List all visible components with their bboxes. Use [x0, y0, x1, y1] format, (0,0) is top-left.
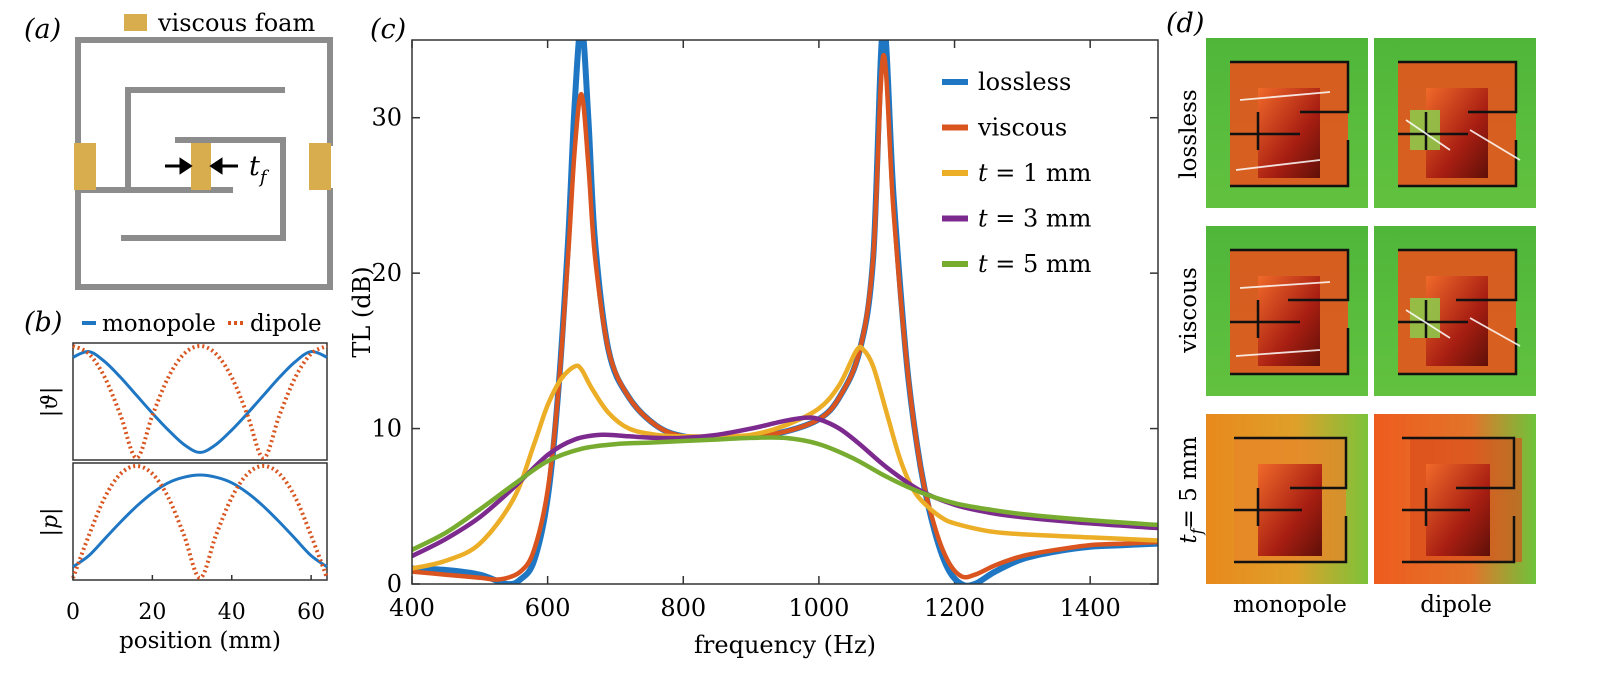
plot-b-top-frame [72, 342, 328, 461]
plot-c-xtick-label: 1000 [788, 594, 849, 622]
field-map-viscous-monopole [1206, 226, 1368, 396]
plot-b-xlabel: position (mm) [119, 628, 281, 654]
field-map-lossless-monopole [1206, 38, 1368, 208]
plot-c-frame [411, 39, 1159, 585]
legend-label-t-5-mm: t = 5 mm [978, 250, 1092, 278]
plot-c-xtick-label: 600 [525, 594, 571, 622]
plot-c-xtick-label: 800 [660, 594, 706, 622]
plot-c-line-t-1-mm [412, 344, 1158, 571]
field-map-viscous-dipole [1374, 226, 1536, 396]
row-label-lossless: lossless [1176, 89, 1202, 178]
foam-left [74, 143, 96, 190]
panel-b-label: (b) [24, 307, 62, 338]
plot-c-xtick-label: 1400 [1060, 594, 1121, 622]
plot-c-ytick-label: 10 [371, 415, 402, 443]
plot-c-ytick-label: 0 [387, 570, 402, 598]
plot-c-line-lossless [412, 40, 1158, 584]
foam-center [191, 143, 211, 190]
plot-b-xtick-label: 20 [138, 600, 166, 625]
legend-label-t-1-mm: t = 1 mm [978, 159, 1092, 187]
plot-b-bottom-frame [72, 462, 328, 581]
legend-label-lossless: lossless [978, 68, 1071, 96]
maze-outline [75, 37, 333, 290]
panel-c: (c) lossless viscous t = 1 mm t = 3 mm t = 5… [348, 14, 1159, 659]
b-bottom-line-dipole [71, 463, 329, 581]
panel-b: (b) monopole dipole |ϑ| |p| 0 20 40 60 posi… [24, 307, 329, 654]
col-label-dipole: dipole [1420, 592, 1492, 618]
legend-monopole-text: monopole [102, 311, 216, 337]
legend-label-t-3-mm: t = 3 mm [978, 205, 1092, 233]
plot-c-xtick-label: 400 [389, 594, 435, 622]
col-label-monopole: monopole [1233, 592, 1347, 618]
b-top-line-monopole [72, 350, 328, 454]
panel-d: (d) [1166, 8, 1536, 618]
panel-d-label: (d) [1166, 8, 1204, 39]
plot-c-ticklabels: 400 600 800 1000 1200 1400 0 10 20 30 [371, 104, 1120, 622]
foam-legend-text: viscous foam [157, 9, 315, 37]
plot-c-legend: lossless viscous t = 1 mm t = 3 mm t = 5 mm [942, 68, 1092, 278]
plot-c-xtick-label: 1200 [924, 594, 985, 622]
panel-a-label: (a) [24, 14, 61, 45]
panel-a: (a) viscous foam tf [24, 9, 333, 290]
plot-b-xtick-label: 0 [66, 600, 80, 625]
b-top-line-dipole [72, 343, 328, 461]
plot-c-line-t-5-mm [412, 435, 1158, 553]
row-label-viscous: viscous [1176, 267, 1202, 354]
plot-c-ytick-label: 30 [371, 104, 402, 132]
legend-dipole-text: dipole [250, 311, 322, 337]
plot-b-top-series [72, 343, 328, 461]
plot-b-xaxis: 0 20 40 60 [66, 575, 325, 625]
plot-c-ylabel: TL (dB) [348, 266, 376, 357]
b-bottom-line-monopole [72, 473, 328, 569]
foam-legend-swatch [124, 14, 147, 31]
plot-b-xtick-label: 60 [297, 600, 325, 625]
panel-c-label: (c) [370, 14, 406, 45]
field-map-tf5-monopole [1206, 414, 1368, 584]
thickness-arrows [165, 157, 238, 175]
foam-right [309, 143, 331, 190]
plot-c-ytick-label: 20 [371, 259, 402, 287]
thickness-label: tf [249, 151, 270, 188]
plot-c-line-viscous [412, 53, 1158, 582]
plot-c-xlabel: frequency (Hz) [694, 631, 876, 659]
plot-c-series [412, 40, 1158, 584]
field-map-tf5-dipole [1374, 414, 1536, 584]
plot-b-bottom-series [71, 463, 329, 581]
row-label-tf5: tf= 5 mm [1176, 436, 1206, 544]
plot-b-xtick-label: 40 [218, 600, 246, 625]
field-map-lossless-dipole [1374, 38, 1536, 208]
legend-label-viscous: viscous [977, 114, 1067, 142]
plot-b-top-ylabel: |ϑ| [38, 387, 63, 418]
plot-b-bottom-ylabel: |p| [38, 508, 63, 537]
